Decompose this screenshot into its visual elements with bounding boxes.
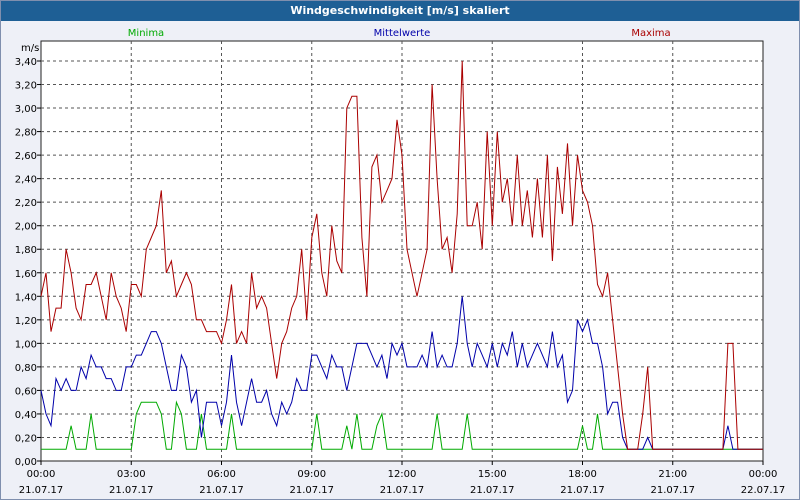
y-tick-label: 0,20: [15, 433, 37, 444]
grid-lines: [41, 41, 763, 461]
series-line-mittelwerte: [40, 296, 763, 450]
y-tick-label: 3,00: [15, 104, 37, 115]
legend-item-maxima: Maxima: [631, 28, 670, 39]
x-tick-date: 21.07.17: [470, 485, 515, 496]
legend-item-minima: Minima: [128, 28, 164, 39]
y-tick-label: 3,40: [15, 57, 37, 68]
y-axis-unit: m/s: [21, 43, 39, 54]
series-line-maxima: [40, 60, 763, 450]
legend: Minima Mittelwerte Maxima: [128, 28, 671, 39]
wind-speed-chart: 0,00 0,20 0,40 0,60 0,80 1,00 1,20 1,40 1,60 1,80…: [15, 28, 786, 496]
x-tick-date: 21.07.17: [19, 485, 64, 496]
y-tick-label: 0,60: [15, 386, 37, 397]
x-tick-date: 21.07.17: [289, 485, 334, 496]
y-tick-label: 1,20: [15, 316, 37, 327]
x-tick-date: 21.07.17: [199, 485, 244, 496]
y-tick-label: 1,80: [15, 245, 37, 256]
x-tick-date: 21.07.17: [380, 485, 425, 496]
legend-item-mittelwerte: Mittelwerte: [374, 28, 431, 39]
x-tick-time: 18:00: [568, 469, 597, 480]
y-tick-label: 0,40: [15, 410, 37, 421]
y-tick-label: 2,20: [15, 198, 37, 209]
y-tick-label: 1,40: [15, 292, 37, 303]
y-tick-label: 2,40: [15, 175, 37, 186]
y-tick-label: 0,00: [15, 457, 37, 468]
x-tick-time: 12:00: [388, 469, 417, 480]
y-tick-label: 1,00: [15, 339, 37, 350]
series-line-minima: [41, 400, 763, 450]
y-axis: 0,00 0,20 0,40 0,60 0,80 1,00 1,20 1,40 1,60 1,80…: [15, 57, 41, 468]
x-tick-time: 06:00: [207, 469, 236, 480]
x-tick-date: 21.07.17: [560, 485, 605, 496]
y-tick-label: 2,80: [15, 128, 37, 139]
x-tick-time: 00:00: [27, 469, 56, 480]
x-axis: 00:00 21.07.17 03:00 21.07.17 06:00 21.07.17 0…: [19, 461, 786, 496]
x-tick-date: 21.07.17: [109, 485, 154, 496]
y-tick-label: 1,60: [15, 269, 37, 280]
series-lines: [40, 60, 763, 450]
y-tick-label: 2,00: [15, 222, 37, 233]
y-tick-label: 0,80: [15, 363, 37, 374]
x-tick-date: 21.07.17: [650, 485, 695, 496]
x-tick-time: 21:00: [658, 469, 687, 480]
x-tick-time: 00:00: [749, 469, 778, 480]
x-tick-time: 15:00: [478, 469, 507, 480]
y-tick-label: 2,60: [15, 151, 37, 162]
window-title: Windgeschwindigkeit [m/s] skaliert: [1, 1, 799, 21]
x-tick-time: 09:00: [297, 469, 326, 480]
x-tick-date: 22.07.17: [741, 485, 786, 496]
x-tick-time: 03:00: [117, 469, 146, 480]
y-tick-label: 3,20: [15, 81, 37, 92]
